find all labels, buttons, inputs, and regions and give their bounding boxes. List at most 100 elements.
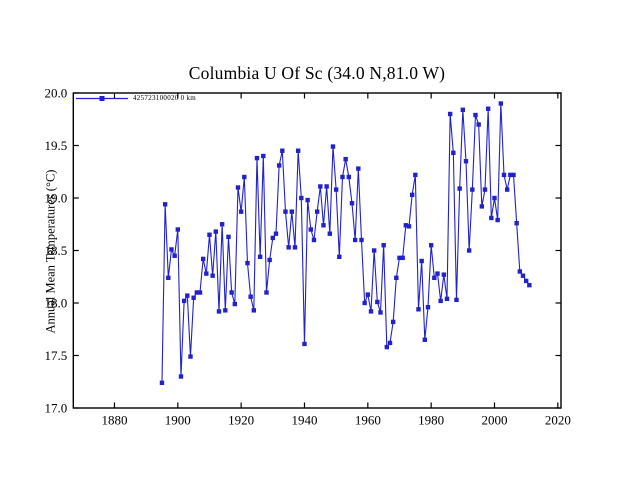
x-tick-label: 2020 <box>545 413 571 428</box>
data-point-marker <box>523 278 529 284</box>
data-point-marker <box>501 172 507 178</box>
data-point-marker <box>454 297 459 303</box>
plot-area: 1880 1900 1920 1940 1960 1980 2000 2020 17.0 17.5… <box>45 86 571 428</box>
data-point-marker <box>314 209 320 214</box>
data-point-marker <box>492 195 497 201</box>
data-point-marker <box>511 172 516 178</box>
temperature-series-markers <box>159 101 532 385</box>
data-point-marker <box>508 172 513 178</box>
data-point-marker <box>299 195 304 201</box>
data-point-marker <box>413 172 418 178</box>
data-point-marker <box>384 344 390 350</box>
data-point-marker <box>422 337 428 342</box>
legend-station-label: 425723100020 0 km <box>133 94 197 102</box>
data-point-marker <box>482 187 488 192</box>
data-point-marker <box>340 174 345 180</box>
data-point-marker <box>169 247 174 252</box>
y-tick-label: 17.0 <box>45 401 68 416</box>
data-point-marker <box>409 192 415 198</box>
data-point-marker <box>498 101 504 106</box>
data-point-marker <box>197 290 203 295</box>
data-point-marker <box>232 301 238 307</box>
data-point-marker <box>425 305 431 310</box>
data-point-marker <box>406 224 412 229</box>
data-point-marker <box>368 309 374 314</box>
data-point-marker <box>352 237 358 243</box>
data-point-marker <box>162 202 168 207</box>
data-point-marker <box>337 254 342 259</box>
y-tick-label: 19.0 <box>45 191 68 206</box>
data-point-marker <box>238 209 244 214</box>
data-point-marker <box>397 255 402 261</box>
data-point-marker <box>261 153 266 159</box>
data-point-marker <box>159 380 165 385</box>
data-point-marker <box>200 256 206 262</box>
data-point-marker <box>441 272 447 277</box>
chart-title: Columbia U Of Sc (34.0 N,81.0 W) <box>188 63 446 83</box>
data-point-marker <box>308 227 314 232</box>
data-point-marker <box>204 271 209 276</box>
data-point-marker <box>264 290 269 295</box>
data-point-marker <box>321 223 326 228</box>
data-point-marker <box>375 299 380 305</box>
data-point-marker <box>365 292 371 297</box>
data-point-marker <box>302 341 307 347</box>
data-point-marker <box>273 231 279 236</box>
data-point-marker <box>251 308 257 313</box>
data-point-marker <box>327 231 333 236</box>
data-point-marker <box>191 295 196 300</box>
data-point-marker <box>330 144 336 149</box>
data-point-marker <box>362 300 367 306</box>
data-point-marker <box>295 148 301 153</box>
data-point-marker <box>286 245 291 250</box>
temperature-series-line <box>161 102 530 383</box>
data-point-marker <box>185 293 190 298</box>
data-point-marker <box>289 209 295 214</box>
data-point-marker <box>267 257 272 263</box>
data-point-marker <box>514 221 519 226</box>
data-point-marker <box>527 282 532 288</box>
data-point-marker <box>435 271 440 276</box>
x-tick-label: 1940 <box>291 413 317 428</box>
data-point-marker <box>318 184 323 189</box>
data-point-marker <box>343 156 348 162</box>
data-point-marker <box>242 174 247 180</box>
data-point-marker <box>432 275 437 280</box>
data-point-marker <box>390 319 396 325</box>
y-tick-label: 18.0 <box>45 296 68 311</box>
x-tick-label: 1980 <box>418 413 444 428</box>
data-point-marker <box>311 237 317 243</box>
data-point-marker <box>371 248 377 253</box>
plot-frame <box>72 92 562 409</box>
data-point-marker <box>166 275 171 280</box>
x-tick-label: 1880 <box>101 413 127 428</box>
data-point-marker <box>245 260 250 266</box>
data-point-marker <box>416 307 421 312</box>
data-point-marker <box>400 255 405 261</box>
data-point-marker <box>292 245 298 250</box>
y-tick-label: 19.5 <box>45 138 68 153</box>
data-point-marker <box>517 269 523 274</box>
data-point-marker <box>387 340 393 346</box>
y-tick-label: 17.5 <box>45 348 68 363</box>
data-point-marker <box>495 217 500 223</box>
data-point-marker <box>466 248 472 253</box>
data-point-marker <box>280 148 285 153</box>
data-point-marker <box>194 290 200 295</box>
data-point-marker <box>181 298 187 304</box>
data-point-marker <box>305 197 310 203</box>
data-point-marker <box>419 258 424 264</box>
data-point-marker <box>473 112 478 118</box>
data-point-marker <box>444 296 450 301</box>
data-point-marker <box>447 111 453 117</box>
data-point-marker <box>470 187 475 192</box>
data-point-marker <box>235 185 241 190</box>
data-point-marker <box>248 294 253 299</box>
legend <box>76 96 128 101</box>
data-point-marker <box>213 229 219 234</box>
data-point-marker <box>485 106 491 111</box>
data-point-marker <box>381 243 386 248</box>
data-point-marker <box>188 354 193 359</box>
x-tick-label: 2000 <box>481 413 507 428</box>
data-point-marker <box>229 290 234 295</box>
